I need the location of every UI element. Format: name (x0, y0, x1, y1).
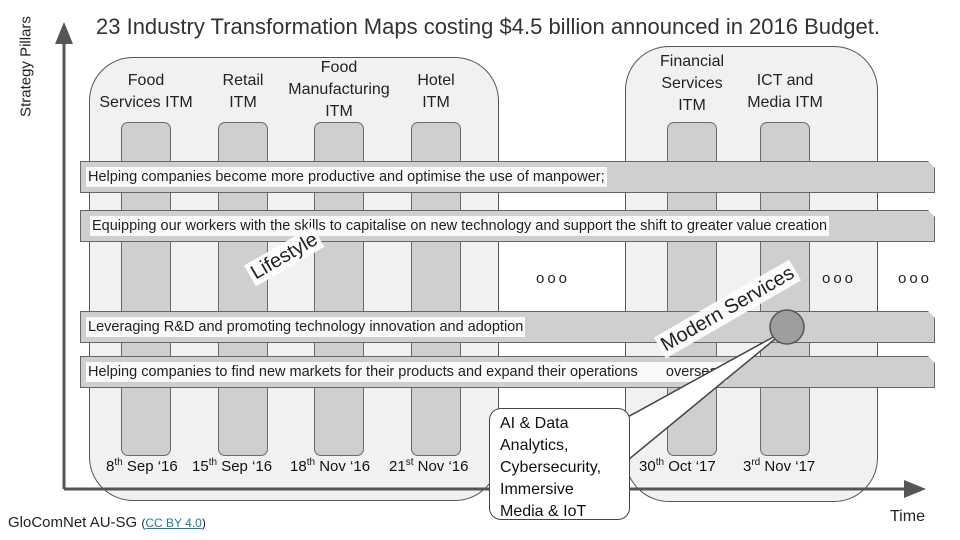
itm-label: Retail ITM (222, 72, 264, 111)
itm-label: ICT and Media ITM (747, 72, 823, 111)
more-itms-ellipsis: ooo (536, 270, 571, 287)
itm-launch-date: 8th Sep ‘16 (106, 457, 178, 476)
itm-label: Hotel ITM (417, 72, 455, 111)
itm-launch-date: 21st Nov ‘16 (389, 457, 469, 476)
credit-paren-open: ( (141, 516, 146, 530)
itm-launch-date: 15th Sep ‘16 (192, 457, 273, 476)
ict-focus-callout: AI & Data Analytics, Cybersecurity, Imme… (489, 408, 630, 520)
callout-pointer (602, 329, 787, 462)
itm-launch-date: 3rd Nov ‘17 (743, 457, 816, 476)
credit-text: GloComNet AU-SG (8, 514, 138, 531)
attribution: GloComNet AU-SG (CC BY 4.0) (8, 514, 206, 531)
more-itms-ellipsis: ooo (822, 270, 857, 287)
pillar-text: Equipping our workers with the skills to… (90, 216, 830, 236)
x-axis-arrowhead (904, 480, 926, 498)
y-axis-arrowhead (55, 22, 73, 44)
itm-label: Food Manufacturing ITM (288, 59, 390, 120)
license-link[interactable]: CC BY 4.0 (145, 516, 202, 530)
itm-launch-date: 18th Nov ‘16 (290, 457, 371, 476)
credit-paren-close: ) (201, 516, 206, 530)
pillar-text: Helping companies to find new markets fo… (86, 362, 727, 382)
pillar-text: Helping companies become more productive… (86, 167, 607, 187)
itm-label: Food Services ITM (99, 72, 193, 111)
callout-text: AI & Data Analytics, Cybersecurity, Imme… (500, 415, 602, 520)
pillar-text: Leveraging R&D and promoting technology … (86, 317, 526, 337)
itm-label: Financial Services ITM (659, 53, 725, 114)
y-axis-label: Strategy Pillars (17, 16, 35, 117)
more-itms-ellipsis: ooo (898, 270, 933, 287)
itm-launch-date: 30th Oct ‘17 (639, 457, 716, 476)
diagram-title: 23 Industry Transformation Maps costing … (96, 14, 880, 39)
ict-innovation-marker (769, 309, 805, 345)
x-axis-label: Time (890, 508, 925, 525)
